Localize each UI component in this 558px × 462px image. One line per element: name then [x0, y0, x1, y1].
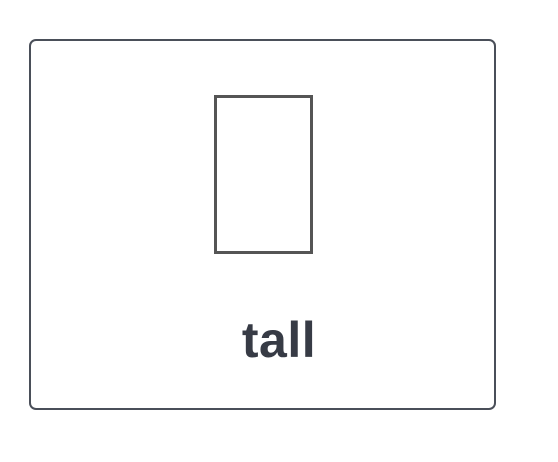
option-label: tall	[241, 312, 317, 368]
tall-rectangle-icon	[214, 95, 313, 254]
